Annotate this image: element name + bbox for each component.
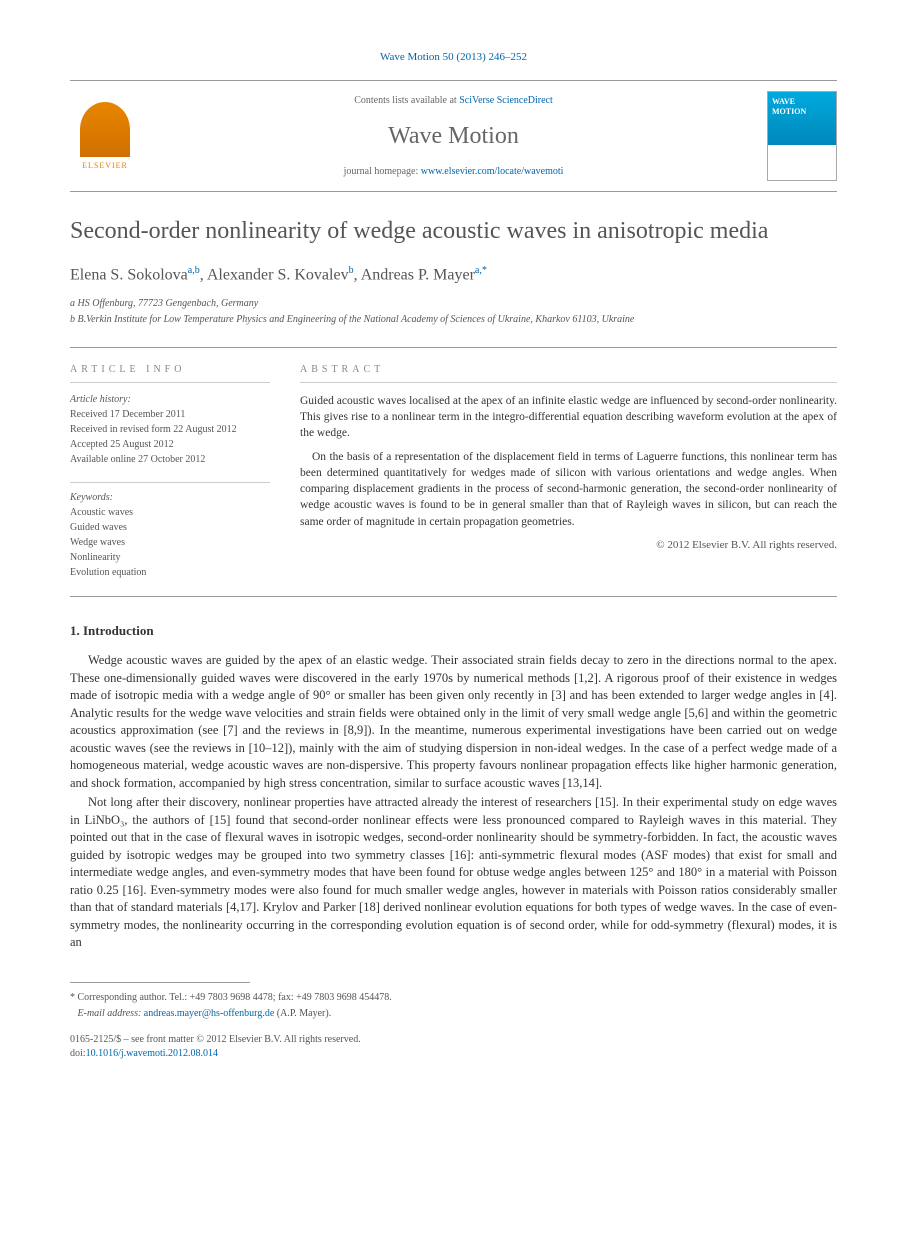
keyword-1: Guided waves bbox=[70, 521, 270, 535]
doi-block: 0165-2125/$ – see front matter © 2012 El… bbox=[70, 1033, 837, 1061]
info-abstract-row: ARTICLE INFO Article history: Received 1… bbox=[70, 347, 837, 597]
section-1-heading: 1. Introduction bbox=[70, 622, 837, 640]
affiliation-a: a HS Offenburg, 77723 Gengenbach, German… bbox=[70, 297, 837, 311]
author-3[interactable]: , Andreas P. Mayer bbox=[354, 267, 475, 284]
journal-name: Wave Motion bbox=[140, 120, 767, 154]
affiliations: a HS Offenburg, 77723 Gengenbach, German… bbox=[70, 297, 837, 327]
sciencedirect-link[interactable]: SciVerse ScienceDirect bbox=[459, 95, 553, 106]
history-online: Available online 27 October 2012 bbox=[70, 453, 270, 467]
author-3-affil: a,* bbox=[475, 265, 487, 276]
doi-label: doi: bbox=[70, 1048, 86, 1059]
author-2[interactable]: , Alexander S. Kovalev bbox=[200, 267, 349, 284]
corresponding-email-link[interactable]: andreas.mayer@hs-offenburg.de bbox=[144, 1008, 274, 1019]
citation-header: Wave Motion 50 (2013) 246–252 bbox=[70, 50, 837, 65]
history-revised: Received in revised form 22 August 2012 bbox=[70, 423, 270, 437]
authors-line: Elena S. Sokolovaa,b, Alexander S. Koval… bbox=[70, 264, 837, 287]
keywords-label: Keywords: bbox=[70, 491, 270, 505]
corresponding-email-line: E-mail address: andreas.mayer@hs-offenbu… bbox=[70, 1007, 837, 1021]
keywords-block: Keywords: Acoustic waves Guided waves We… bbox=[70, 482, 270, 580]
elsevier-tree-icon bbox=[80, 102, 130, 157]
article-info-heading: ARTICLE INFO bbox=[70, 363, 270, 383]
contents-prefix: Contents lists available at bbox=[354, 95, 459, 106]
abstract-heading: ABSTRACT bbox=[300, 363, 837, 383]
keyword-4: Evolution equation bbox=[70, 566, 270, 580]
keyword-3: Nonlinearity bbox=[70, 551, 270, 565]
footer-separator bbox=[70, 982, 250, 991]
keyword-2: Wedge waves bbox=[70, 536, 270, 550]
author-1[interactable]: Elena S. Sokolova bbox=[70, 267, 188, 284]
section-1-p2: Not long after their discovery, nonlinea… bbox=[70, 794, 837, 952]
email-label: E-mail address: bbox=[78, 1008, 144, 1019]
section-1-p1: Wedge acoustic waves are guided by the a… bbox=[70, 652, 837, 792]
journal-center-block: Contents lists available at SciVerse Sci… bbox=[140, 94, 767, 180]
homepage-link[interactable]: www.elsevier.com/locate/wavemoti bbox=[421, 166, 564, 177]
homepage-prefix: journal homepage: bbox=[344, 166, 421, 177]
history-label: Article history: bbox=[70, 393, 270, 407]
homepage-line: journal homepage: www.elsevier.com/locat… bbox=[140, 165, 767, 179]
history-accepted: Accepted 25 August 2012 bbox=[70, 438, 270, 452]
article-info-column: ARTICLE INFO Article history: Received 1… bbox=[70, 363, 270, 581]
contents-line: Contents lists available at SciVerse Sci… bbox=[140, 94, 767, 108]
email-suffix: (A.P. Mayer). bbox=[274, 1008, 331, 1019]
abstract-p1: Guided acoustic waves localised at the a… bbox=[300, 393, 837, 441]
affiliation-b: b B.Verkin Institute for Low Temperature… bbox=[70, 313, 837, 327]
abstract-text: Guided acoustic waves localised at the a… bbox=[300, 393, 837, 553]
article-title: Second-order nonlinearity of wedge acous… bbox=[70, 217, 837, 246]
keyword-0: Acoustic waves bbox=[70, 506, 270, 520]
history-received: Received 17 December 2011 bbox=[70, 408, 270, 422]
journal-header-box: ELSEVIER Contents lists available at Sci… bbox=[70, 80, 837, 192]
abstract-p2: On the basis of a representation of the … bbox=[300, 449, 837, 529]
abstract-column: ABSTRACT Guided acoustic waves localised… bbox=[300, 363, 837, 581]
issn-line: 0165-2125/$ – see front matter © 2012 El… bbox=[70, 1033, 837, 1047]
author-1-affil: a,b bbox=[188, 265, 200, 276]
article-history: Article history: Received 17 December 20… bbox=[70, 393, 270, 467]
elsevier-label: ELSEVIER bbox=[82, 160, 128, 171]
journal-cover-thumbnail[interactable] bbox=[767, 91, 837, 181]
corresponding-author-line: * Corresponding author. Tel.: +49 7803 9… bbox=[70, 991, 837, 1005]
doi-link[interactable]: 10.1016/j.wavemoti.2012.08.014 bbox=[86, 1048, 219, 1059]
elsevier-logo[interactable]: ELSEVIER bbox=[70, 96, 140, 176]
section-1-body: Wedge acoustic waves are guided by the a… bbox=[70, 652, 837, 952]
abstract-copyright: © 2012 Elsevier B.V. All rights reserved… bbox=[300, 538, 837, 553]
